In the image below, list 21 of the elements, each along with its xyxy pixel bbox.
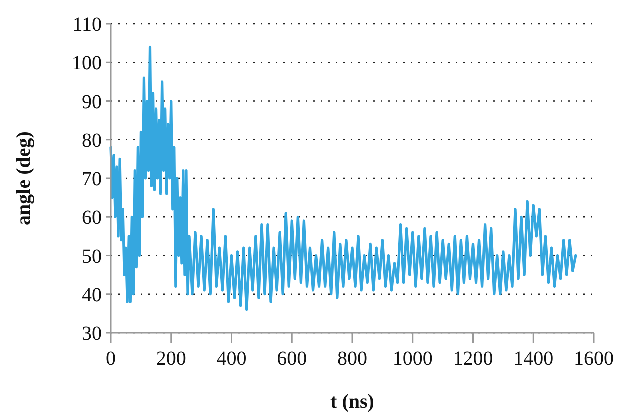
x-tick-label: 800 bbox=[338, 348, 368, 370]
y-tick-label: 40 bbox=[82, 284, 102, 306]
x-tick-label: 200 bbox=[156, 348, 186, 370]
y-tick-label: 50 bbox=[82, 246, 102, 268]
y-tick-label: 60 bbox=[82, 207, 102, 230]
x-tick-label: 400 bbox=[216, 348, 247, 370]
x-tick-label: 1000 bbox=[392, 348, 433, 370]
x-tick-label: 600 bbox=[277, 348, 308, 370]
y-tick-label: 90 bbox=[82, 91, 102, 114]
y-tick-label: 70 bbox=[82, 168, 102, 190]
x-tick-label: 1600 bbox=[574, 348, 614, 370]
x-tick-label: 1200 bbox=[453, 348, 494, 370]
y-tick-label: 100 bbox=[72, 52, 102, 75]
line-series bbox=[110, 46, 578, 312]
y-tick-label: 80 bbox=[82, 130, 102, 152]
x-tick-label: 0 bbox=[106, 348, 116, 370]
y-tick-label: 110 bbox=[72, 14, 102, 36]
x-tick-label: 1400 bbox=[514, 348, 554, 370]
x-axis-title: t (ns) bbox=[330, 391, 374, 413]
y-tick-label: 30 bbox=[82, 323, 102, 345]
y-axis-title: angle (deg) bbox=[13, 132, 35, 226]
